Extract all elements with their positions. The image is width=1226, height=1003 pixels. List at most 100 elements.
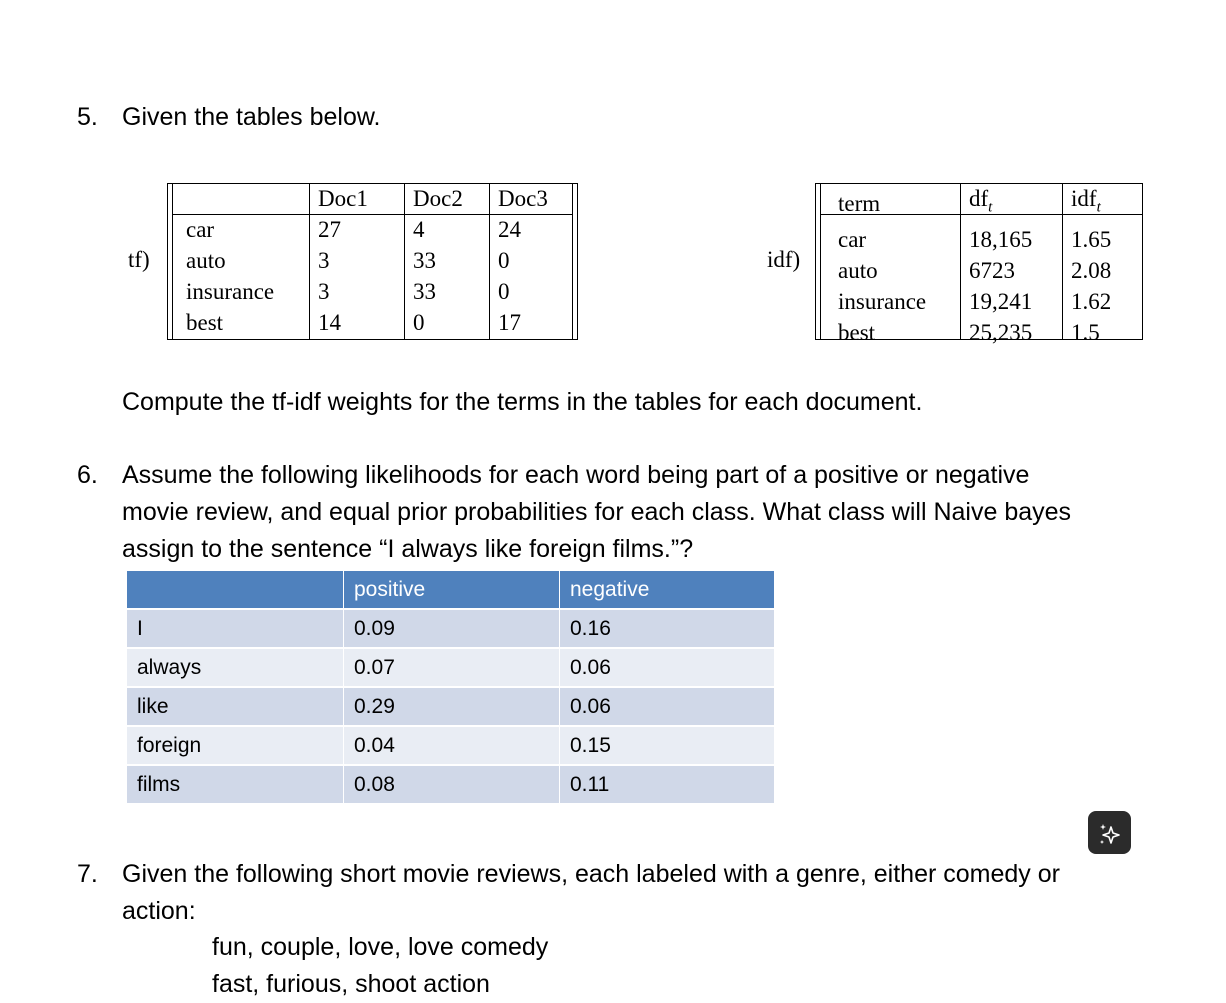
idf-table-outer-border: [815, 183, 1143, 340]
question-5-number: 5.: [77, 103, 98, 131]
tf-value-cell: 3: [318, 248, 330, 273]
question-6-text: Assume the following likelihoods for eac…: [122, 457, 1071, 568]
tf-term-cell: car: [186, 217, 215, 242]
df-header: df: [969, 186, 989, 211]
likelihood-positive: 0.09: [343, 609, 560, 649]
likelihood-row: films 0.08 0.11: [127, 765, 775, 805]
tf-value-cell: 33: [413, 279, 436, 304]
question-7-number: 7.: [77, 860, 98, 888]
likelihood-negative: 0.16: [559, 609, 775, 649]
likelihood-negative: 0.06: [559, 687, 775, 727]
idf-term-cell: car: [838, 226, 867, 252]
likelihood-word: like: [127, 687, 344, 727]
idf-df-cell: 19,241: [969, 288, 1033, 314]
tf-value-cell: 0: [498, 248, 510, 273]
tf-term-cell: best: [186, 310, 224, 335]
question-7: 7. Given the following short movie revie…: [0, 856, 1226, 1002]
idf-term-cell: auto: [838, 257, 878, 283]
question-6-line: movie review, and equal prior probabilit…: [122, 498, 1072, 526]
tf-term-cell: auto: [186, 248, 226, 273]
tf-header-cell: Doc3: [498, 186, 548, 211]
tf-value-cell: 14: [318, 310, 341, 335]
likelihood-word: I: [127, 609, 344, 649]
likelihood-table: positive negative I 0.09 0.16 always 0.0…: [127, 571, 775, 805]
idf-value-cell: 1.5: [1071, 319, 1100, 345]
idf-row: best 25,235 1.5: [829, 317, 1134, 348]
likelihood-word: films: [127, 765, 344, 805]
question-7-text: Given the following short movie reviews,…: [122, 856, 1060, 930]
likelihood-row: I 0.09 0.16: [127, 609, 775, 649]
tf-col-divider: [489, 183, 490, 340]
tf-row: best 14 0 17: [177, 307, 577, 338]
likelihood-positive: 0.04: [343, 726, 560, 766]
tf-row: auto 3 33 0: [177, 245, 577, 276]
idf-header-cell: term: [838, 190, 881, 216]
likelihood-positive: 0.29: [343, 687, 560, 727]
tf-col-divider: [309, 183, 310, 340]
idf-df-cell: 25,235: [969, 319, 1033, 345]
idf-row: insurance 19,241 1.62: [829, 286, 1134, 317]
df-subscript: t: [988, 199, 993, 216]
likelihood-row: foreign 0.04 0.15: [127, 726, 775, 766]
review-example: fun, couple, love, love comedy: [212, 933, 549, 961]
question-6: 6. Assume the following likelihoods for …: [0, 457, 1226, 568]
idf-table-inner-border: [820, 183, 1143, 340]
idf-value-cell: 2.08: [1071, 257, 1112, 283]
likelihood-header-positive: positive: [343, 571, 560, 610]
idf-subscript: t: [1096, 199, 1101, 216]
tf-header-row: Doc1 Doc2 Doc3: [177, 183, 577, 214]
idf-df-cell: 6723: [969, 257, 1015, 283]
tf-header-cell: [177, 183, 309, 214]
idf-value-cell: 1.65: [1071, 226, 1112, 252]
question-7-line: action:: [122, 897, 196, 925]
tf-row: car 27 4 24: [177, 214, 577, 245]
tf-value-cell: 24: [498, 217, 521, 242]
tf-header-rule: [172, 214, 573, 215]
tf-table-inner-border: [172, 183, 573, 340]
likelihood-row: like 0.29 0.06: [127, 687, 775, 727]
tf-value-cell: 3: [318, 279, 330, 304]
tf-table: Doc1 Doc2 Doc3 car 27 4 24 auto 3 33 0 i…: [177, 183, 577, 338]
sparkle-icon: [1099, 824, 1120, 845]
tf-value-cell: 0: [413, 310, 425, 335]
question-7-line: Given the following short movie reviews,…: [122, 860, 1060, 888]
review-example: fast, furious, shoot action: [212, 970, 490, 998]
tf-header-cell: Doc2: [413, 186, 463, 211]
tf-value-cell: 0: [498, 279, 510, 304]
tf-value-cell: 27: [318, 217, 341, 242]
idf-term-cell: best: [838, 319, 876, 345]
tf-header-cell: Doc1: [318, 186, 368, 211]
likelihood-positive: 0.08: [343, 765, 560, 805]
idf-col-divider: [1062, 183, 1063, 340]
sparkle-button[interactable]: [1088, 811, 1131, 854]
idf-value-cell: 1.62: [1071, 288, 1112, 314]
likelihood-word: foreign: [127, 726, 344, 766]
idf-header-rule: [820, 214, 1143, 215]
tf-col-divider: [404, 183, 405, 340]
likelihood-header-row: positive negative: [127, 571, 775, 610]
tf-term-cell: insurance: [186, 279, 275, 304]
likelihood-negative: 0.06: [559, 648, 775, 688]
tf-value-cell: 4: [413, 217, 425, 242]
idf-header: idf: [1071, 186, 1097, 211]
idf-header-cell: dft: [960, 183, 1062, 224]
review-examples: fun, couple, love, love comedy fast, fur…: [212, 929, 548, 1003]
question-6-number: 6.: [77, 461, 98, 489]
idf-table: term dft idft car 18,165 1.65 auto 6723 …: [829, 183, 1134, 348]
likelihood-header-negative: negative: [559, 571, 775, 610]
tf-label: tf): [128, 247, 150, 272]
question-6-line: assign to the sentence “I always like fo…: [122, 535, 694, 563]
idf-col-divider: [960, 183, 961, 340]
tf-value-cell: 17: [498, 310, 521, 335]
likelihood-row: always 0.07 0.06: [127, 648, 775, 688]
tf-value-cell: 33: [413, 248, 436, 273]
idf-header-row: term dft idft: [829, 183, 1134, 224]
likelihood-positive: 0.07: [343, 648, 560, 688]
likelihood-negative: 0.11: [559, 765, 775, 805]
question-6-line: Assume the following likelihoods for eac…: [122, 461, 1030, 489]
tf-row: insurance 3 33 0: [177, 276, 577, 307]
idf-row: auto 6723 2.08: [829, 255, 1134, 286]
likelihood-negative: 0.15: [559, 726, 775, 766]
idf-term-cell: insurance: [838, 288, 927, 314]
likelihood-word: always: [127, 648, 344, 688]
